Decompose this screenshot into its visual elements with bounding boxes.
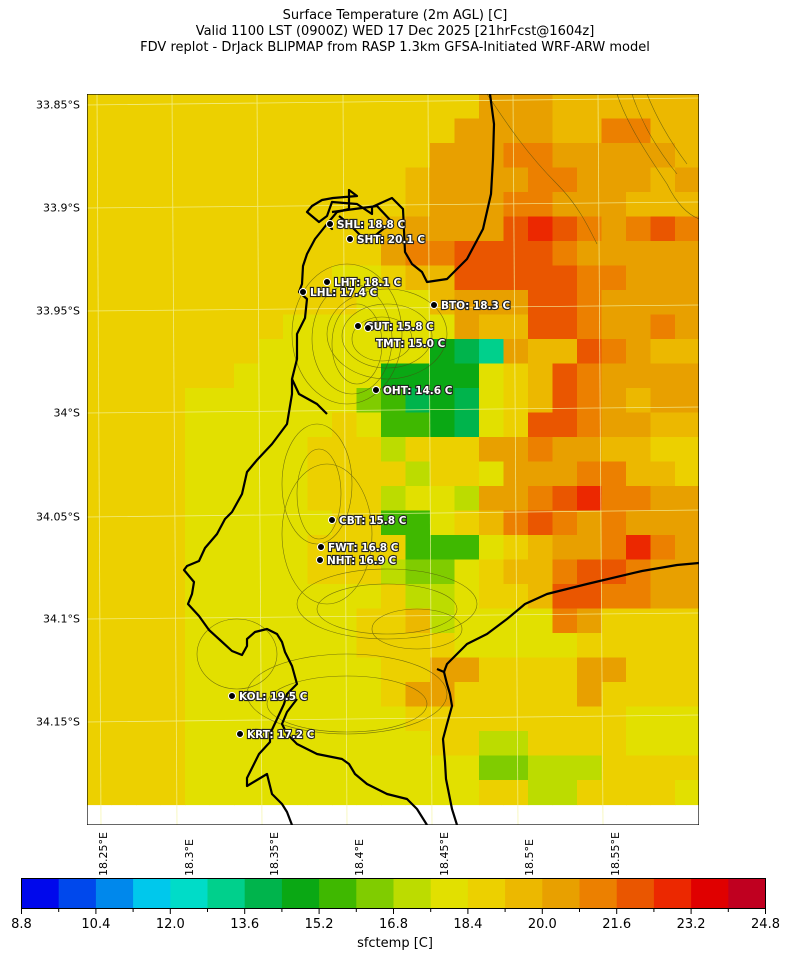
station-nht: NHT: 16.9 C [316,554,398,568]
colorbar-tick-label: 18.4 [453,917,483,932]
station-bto: BTO: 18.3 C [430,299,512,313]
longitude-tick-label: 18.25°E [97,832,110,876]
coastline [182,94,699,825]
latitude-tick-label: 34°S [53,406,80,420]
station-label: KRT: 17.2 C [247,729,315,741]
longitude-tick-label: 18.4°E [353,839,366,876]
title-line-2: Valid 1100 LST (0900Z) WED 17 Dec 2025 [… [195,24,595,39]
colorbar-label: sfctemp [C] [357,936,433,951]
station-marker-icon [228,692,236,700]
colorbar-tick-label: 13.6 [230,917,260,932]
station-oht: OHT: 14.6 C [372,384,454,398]
colorbar [21,878,766,914]
station-label: OHT: 14.6 C [383,385,453,397]
colorbar-tick-label: 23.2 [676,917,706,932]
station-shl: SHL: 18.8 C [326,218,407,232]
station-label: TMT: 15.0 C [376,338,446,350]
station-marker-icon [236,730,244,738]
longitude-tick-label: 18.5°E [523,839,536,876]
station-gut: GUT: 15.8 C [354,320,435,334]
station-kol: KOL: 19.5 C [228,690,309,704]
latitude-tick-label: 33.95°S [36,304,80,318]
station-marker-icon [430,301,438,309]
terrain-contours [196,94,699,735]
longitude-tick-label: 18.35°E [268,832,281,876]
colorbar-tick-label: 21.6 [602,917,632,932]
station-marker-icon [316,556,324,564]
colorbar-tick-label: 12.0 [155,917,185,932]
longitude-tick-label: 18.45°E [438,832,451,876]
station-marker-icon [326,220,334,228]
station-marker-icon [323,278,331,286]
longitude-tick-label: 18.3°E [183,839,196,876]
colorbar-tick-label: 8.8 [11,917,32,932]
station-marker-icon [346,235,354,243]
latitude-tick-label: 34.15°S [36,715,80,729]
station-krt: KRT: 17.2 C [236,728,316,742]
temperature-grid [87,94,699,806]
colorbar-tick-label: 16.8 [379,917,408,932]
station-label: LHT: 18.1 C [334,277,401,289]
station-sht: SHT: 20.1 C [346,233,426,247]
longitude-tick-label: 18.55°E [609,832,622,876]
colorbar-tick-label: 10.4 [81,917,111,932]
station-label: LHL: 17.4 C [310,287,378,299]
graticule [87,94,699,825]
station-marker-icon [317,543,325,551]
latitude-tick-label: 33.9°S [43,201,80,215]
station-label: KOL: 19.5 C [239,691,308,703]
station-label: GUT: 15.8 C [365,321,434,333]
station-label: SHL: 18.8 C [337,219,405,231]
latitude-tick-label: 34.05°S [36,510,80,524]
station-label: CBT: 15.8 C [339,515,407,527]
station-lhl: LHL: 17.4 C [299,286,379,300]
latitude-tick-label: 34.1°S [43,612,80,626]
station-marker-icon [364,324,372,332]
station-marker-icon [299,288,307,296]
station-label: SHT: 20.1 C [357,234,425,246]
station-marker-icon [328,516,336,524]
station-marker-icon [354,322,362,330]
station-tmt: TMT: 15.0 C [364,324,447,351]
station-label: NHT: 16.9 C [327,555,397,567]
station-label: BTO: 18.3 C [441,300,511,312]
station-cbt: CBT: 15.8 C [328,514,408,528]
station-marker-icon [372,386,380,394]
colorbar-tick-label: 24.8 [751,917,780,932]
title-line-1: Surface Temperature (2m AGL) [C] [282,8,508,23]
station-label: FWT: 16.8 C [328,542,399,554]
station-lht: LHT: 18.1 C [323,276,403,290]
title-line-3: FDV replot - DrJack BLIPMAP from RASP 1.… [140,40,650,55]
latitude-tick-label: 33.85°S [36,98,80,112]
colorbar-tick-label: 15.2 [304,917,334,932]
colorbar-tick-label: 20.0 [527,917,557,932]
station-fwt: FWT: 16.8 C [317,541,400,555]
